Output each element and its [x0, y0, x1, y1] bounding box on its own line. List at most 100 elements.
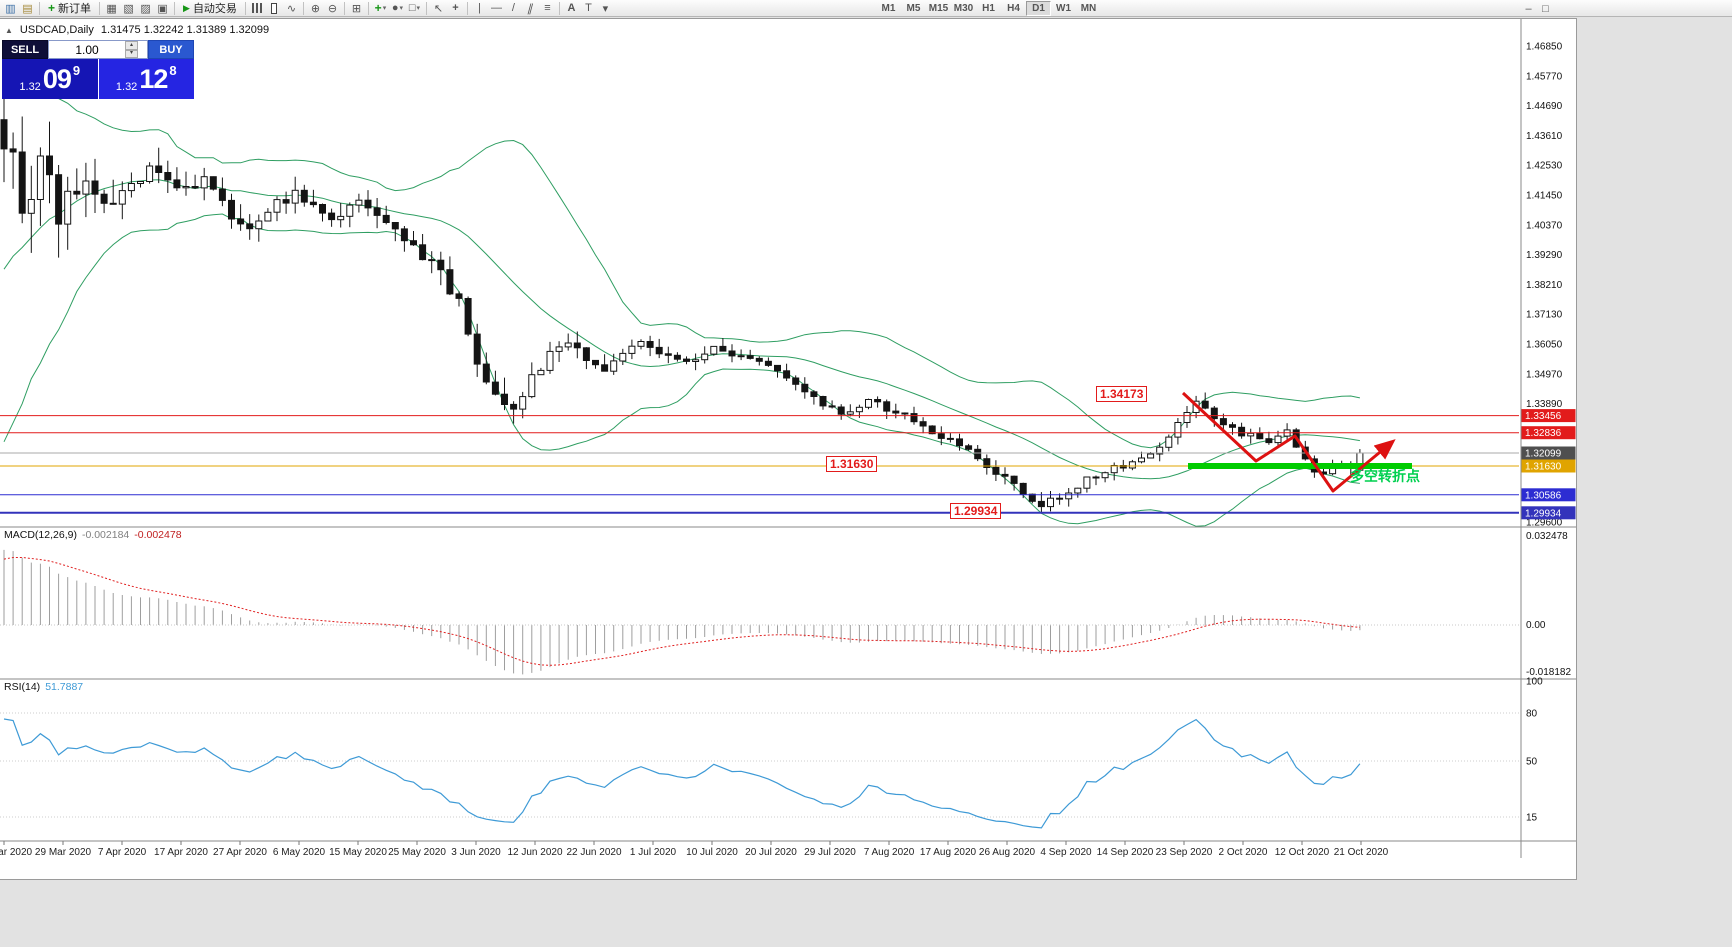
macd-histogram — [0, 549, 1519, 675]
channel-icon[interactable]: ∥ — [525, 2, 535, 15]
periods-icon[interactable]: ● ▾ — [391, 2, 404, 14]
timeframe-m30-button[interactable]: M30 — [951, 1, 976, 16]
cursor-icon[interactable]: ↖ — [433, 2, 444, 15]
vertical-line-icon[interactable]: | — [478, 2, 481, 14]
timeframe-d1-button[interactable]: D1 — [1026, 1, 1051, 16]
svg-text:1.34970: 1.34970 — [1526, 369, 1563, 380]
new-order-label: 新订单 — [58, 3, 92, 15]
svg-text:0.00: 0.00 — [1526, 620, 1546, 631]
toolbar-separator — [558, 1, 560, 15]
svg-text:1.44690: 1.44690 — [1526, 101, 1563, 112]
volume-spinner: ▴ ▾ — [125, 41, 138, 58]
crosshair-icon[interactable]: + — [452, 2, 459, 14]
svg-text:1.29934: 1.29934 — [1525, 508, 1562, 519]
arrow-objects-icon[interactable]: ▾ — [602, 2, 609, 15]
trendline-icon[interactable]: / — [511, 2, 515, 14]
buy-price[interactable]: 1.32 12 8 — [98, 59, 194, 99]
svg-text:29 Mar 2020: 29 Mar 2020 — [35, 847, 92, 858]
svg-text:0.032478: 0.032478 — [1526, 531, 1568, 542]
candlestick-chart-icon[interactable] — [266, 0, 283, 16]
main-toolbar: ▥ ▤ + 新订单 ▦ ▧ ▨ ▣ ▶ 自动交易 ∿ ⊕ ⊖ ⊞ + ▾ ● ▾ □… — [0, 0, 1732, 17]
high-price-note[interactable]: 1.34173 — [1096, 386, 1148, 402]
timeframe-mn-button[interactable]: MN — [1076, 1, 1101, 16]
auto-trading-label: 自动交易 — [192, 3, 237, 15]
svg-text:29 Jul 2020: 29 Jul 2020 — [804, 847, 856, 858]
timeframe-m1-button[interactable]: M1 — [876, 1, 901, 16]
svg-text:1.33456: 1.33456 — [1525, 411, 1562, 422]
svg-text:17 Aug 2020: 17 Aug 2020 — [920, 847, 977, 858]
navigator-icon[interactable]: ▨ — [140, 2, 151, 15]
one-click-trading-panel: SELL ▴ ▾ BUY 1.32 09 9 1.32 — [2, 40, 194, 99]
volume-input[interactable] — [49, 41, 125, 58]
zoom-in-icon[interactable]: ⊕ — [310, 2, 321, 15]
low-price-note[interactable]: 1.29934 — [950, 503, 1002, 519]
one-click-toggle-icon[interactable]: ▲ — [5, 25, 13, 35]
zoom-out-icon[interactable]: ⊖ — [327, 2, 338, 15]
rsi-line — [3, 718, 1361, 829]
timeframe-m15-button[interactable]: M15 — [926, 1, 951, 16]
volume-down-button[interactable]: ▾ — [125, 49, 138, 58]
svg-text:1.32099: 1.32099 — [1525, 449, 1562, 460]
timeframe-m5-button[interactable]: M5 — [901, 1, 926, 16]
timeframe-w1-button[interactable]: W1 — [1051, 1, 1076, 16]
sell-price[interactable]: 1.32 09 9 — [2, 59, 98, 99]
tile-windows-icon[interactable]: ⊞ — [351, 2, 362, 15]
svg-text:1.42530: 1.42530 — [1526, 161, 1563, 172]
fibonacci-icon[interactable]: ≡ — [544, 2, 551, 14]
sell-price-prefix: 1.32 — [19, 81, 41, 93]
bar-chart-icon[interactable] — [249, 1, 266, 16]
data-window-icon[interactable]: ▧ — [123, 2, 134, 15]
svg-text:100: 100 — [1526, 677, 1543, 688]
svg-text:23 Sep 2020: 23 Sep 2020 — [1156, 847, 1213, 858]
sell-button[interactable]: SELL — [2, 40, 48, 59]
price-axis[interactable]: 1.46850 1.45770 1.44690 1.43610 1.42530 1.414… — [1526, 42, 1563, 529]
timeframe-h1-button[interactable]: H1 — [976, 1, 1001, 16]
macd-value-1: -0.002184 — [81, 529, 130, 541]
volume-up-button[interactable]: ▴ — [125, 41, 138, 50]
text-label-icon[interactable]: T — [585, 2, 592, 14]
profiles-icon[interactable]: ▤ — [22, 2, 33, 15]
new-chart-icon[interactable]: ▥ — [5, 2, 16, 15]
svg-text:1.36050: 1.36050 — [1526, 340, 1563, 351]
macd-value-2: -0.002478 — [134, 529, 182, 541]
red-trend-arrows[interactable] — [1181, 391, 1396, 493]
templates-icon[interactable]: □ ▾ — [408, 2, 421, 14]
auto-trading-button[interactable]: ▶ 自动交易 — [178, 1, 242, 16]
buy-button[interactable]: BUY — [148, 40, 194, 59]
svg-text:12 Oct 2020: 12 Oct 2020 — [1275, 847, 1330, 858]
svg-text:1.29600: 1.29600 — [1526, 518, 1563, 529]
restore-icon[interactable]: □ — [1542, 2, 1549, 15]
market-watch-icon[interactable]: ▦ — [106, 2, 117, 15]
text-icon[interactable]: A — [567, 2, 576, 14]
terminal-icon[interactable]: ▣ — [157, 2, 168, 15]
svg-text:3 Jun 2020: 3 Jun 2020 — [451, 847, 501, 858]
new-order-button[interactable]: + 新订单 — [43, 1, 96, 16]
horizontal-line-icon[interactable]: — — [490, 2, 502, 14]
minimize-icon[interactable]: – — [1525, 2, 1532, 15]
line-chart-icon[interactable]: ∿ — [286, 2, 297, 15]
timeframe-toolbar: M1 M5 M15 M30 H1 H4 D1 W1 MN — [876, 1, 1101, 16]
rsi-name: RSI(14) — [4, 681, 41, 693]
candles[interactable] — [0, 90, 1364, 513]
svg-text:1.45770: 1.45770 — [1526, 71, 1563, 82]
bollinger-bands — [3, 88, 1361, 527]
support-price-note[interactable]: 1.31630 — [826, 456, 878, 472]
svg-text:17 Apr 2020: 17 Apr 2020 — [154, 847, 208, 858]
macd-axis: 0.032478 0.00 -0.018182 — [1526, 531, 1571, 678]
chart-canvas[interactable]: 1.46850 1.45770 1.44690 1.43610 1.42530 1.414… — [0, 19, 1576, 877]
svg-text:26 Aug 2020: 26 Aug 2020 — [979, 847, 1036, 858]
svg-text:14 Sep 2020: 14 Sep 2020 — [1097, 847, 1154, 858]
turning-point-text[interactable]: 多空转折点 — [1350, 468, 1420, 484]
svg-text:22 Jun 2020: 22 Jun 2020 — [566, 847, 621, 858]
timeframe-h4-button[interactable]: H4 — [1001, 1, 1026, 16]
chart-title-row: ▲ USDCAD,Daily 1.31475 1.32242 1.31389 1… — [5, 24, 269, 36]
svg-text:50: 50 — [1526, 757, 1538, 768]
svg-text:-0.018182: -0.018182 — [1526, 667, 1571, 678]
sell-price-pip-digit: 9 — [72, 63, 81, 78]
svg-text:19 Mar 2020: 19 Mar 2020 — [0, 847, 33, 858]
svg-text:1.41450: 1.41450 — [1526, 191, 1563, 202]
indicators-icon[interactable]: + ▾ — [374, 1, 387, 15]
auto-trading-icon: ▶ — [183, 2, 190, 13]
svg-text:1.37130: 1.37130 — [1526, 310, 1563, 321]
